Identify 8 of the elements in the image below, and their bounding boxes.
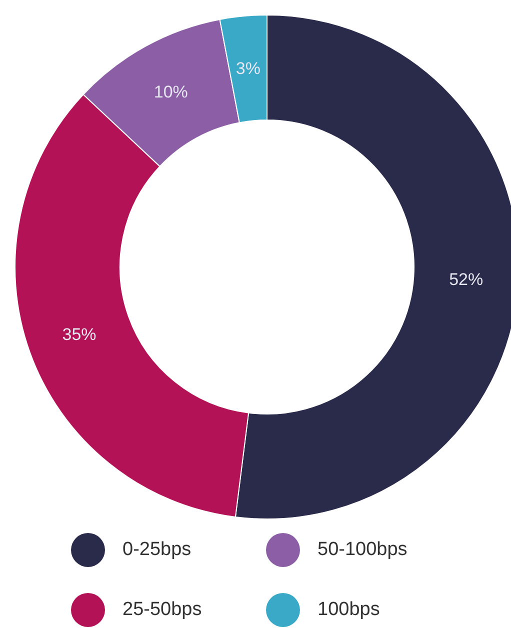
data-label: 35%: [62, 325, 96, 344]
data-label: 10%: [154, 82, 188, 102]
legend-label: 50-100bps: [318, 539, 408, 561]
legend-label: 100bps: [318, 599, 380, 621]
legend-label: 0-25bps: [122, 539, 192, 561]
data-label: 3%: [236, 58, 261, 78]
legend-label: 25-50bps: [122, 599, 202, 621]
data-label: 52%: [449, 270, 484, 290]
